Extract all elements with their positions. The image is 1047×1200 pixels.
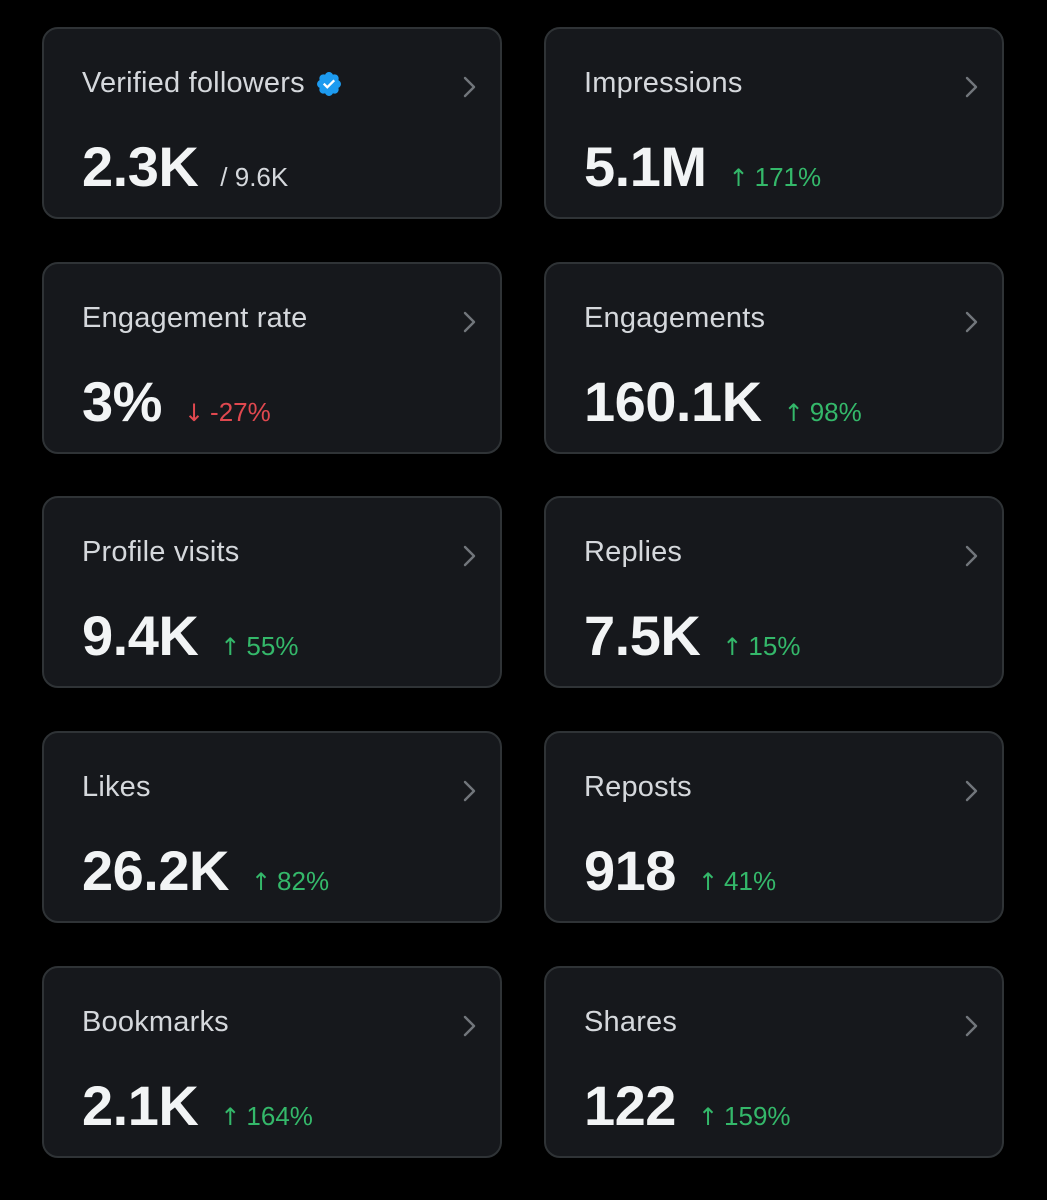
metric-change: ↑ 98% xyxy=(784,397,862,428)
card-engagements[interactable]: Engagements 160.1K ↑ 98% xyxy=(544,262,1004,454)
arrow-up-icon: ↑ xyxy=(697,1103,719,1131)
metric-row: 26.2K ↑ 82% xyxy=(82,838,329,903)
chevron-right-icon xyxy=(965,76,978,98)
chevron-right-icon xyxy=(965,545,978,567)
card-bookmarks[interactable]: Bookmarks 2.1K ↑ 164% xyxy=(42,966,502,1158)
card-likes[interactable]: Likes 26.2K ↑ 82% xyxy=(42,731,502,923)
metric-row: 3% ↓ -27% xyxy=(82,369,271,434)
metric-value: 2.3K xyxy=(82,135,199,198)
chevron-right-icon xyxy=(965,1015,978,1037)
card-title: Verified followers xyxy=(82,67,305,99)
card-title: Profile visits xyxy=(82,536,240,568)
card-title: Reposts xyxy=(584,771,692,803)
metric-row: 2.3K / 9.6K xyxy=(82,134,288,199)
metric-change: ↑ 41% xyxy=(698,866,776,897)
metric-change-value: 82% xyxy=(277,866,330,896)
chevron-right-icon xyxy=(463,1015,476,1037)
metric-change: ↑ 82% xyxy=(251,866,329,897)
metric-change-value: 55% xyxy=(246,631,299,661)
card-title-row: Verified followers xyxy=(82,67,343,100)
card-impressions[interactable]: Impressions 5.1M ↑ 171% xyxy=(544,27,1004,219)
arrow-up-icon: ↑ xyxy=(697,868,719,896)
chevron-right-icon xyxy=(463,545,476,567)
metric-change-value: 164% xyxy=(246,1101,313,1131)
metric-value: 26.2K xyxy=(82,839,229,902)
metric-change-value: 171% xyxy=(754,162,822,192)
metric-row: 122 ↑ 159% xyxy=(584,1073,791,1138)
metric-change: ↑ 15% xyxy=(722,631,800,662)
card-title: Bookmarks xyxy=(82,1006,229,1038)
metric-row: 160.1K ↑ 98% xyxy=(584,369,862,434)
metric-change: ↑ 171% xyxy=(729,162,822,193)
metric-value: 2.1K xyxy=(82,1074,199,1137)
chevron-right-icon xyxy=(463,311,476,333)
metric-value: 3% xyxy=(82,370,162,433)
card-title: Impressions xyxy=(584,67,743,99)
metric-value: 5.1M xyxy=(584,135,707,198)
metric-change-value: 159% xyxy=(724,1101,791,1131)
metric-row: 9.4K ↑ 55% xyxy=(82,603,298,668)
arrow-up-icon: ↑ xyxy=(783,399,804,427)
metric-change-value: -27% xyxy=(210,397,271,427)
metric-change-value: 98% xyxy=(809,397,862,427)
metric-value: 9.4K xyxy=(82,604,199,667)
metric-row: 5.1M ↑ 171% xyxy=(584,134,821,199)
chevron-right-icon xyxy=(965,780,978,802)
metric-value: 160.1K xyxy=(584,370,762,433)
metric-row: 2.1K ↑ 164% xyxy=(82,1073,313,1138)
metric-change: ↑ 164% xyxy=(220,1101,313,1132)
chevron-right-icon xyxy=(463,780,476,802)
metric-row: 7.5K ↑ 15% xyxy=(584,603,800,668)
arrow-up-icon: ↑ xyxy=(722,633,743,661)
card-verified-followers[interactable]: Verified followers 2.3K / 9.6K xyxy=(42,27,502,219)
card-profile-visits[interactable]: Profile visits 9.4K ↑ 55% xyxy=(42,496,502,688)
metric-value: 122 xyxy=(584,1074,676,1137)
card-replies[interactable]: Replies 7.5K ↑ 15% xyxy=(544,496,1004,688)
chevron-right-icon xyxy=(965,311,978,333)
metric-change: ↑ 55% xyxy=(220,631,298,662)
metric-value: 918 xyxy=(584,839,676,902)
metric-total: / 9.6K xyxy=(220,162,289,192)
card-title: Engagements xyxy=(584,302,766,334)
card-title: Engagement rate xyxy=(82,302,308,334)
arrow-up-icon: ↑ xyxy=(728,164,749,192)
metric-change-value: 15% xyxy=(748,631,801,661)
card-title: Shares xyxy=(584,1006,678,1038)
card-engagement-rate[interactable]: Engagement rate 3% ↓ -27% xyxy=(42,262,502,454)
metric-change-value: 41% xyxy=(724,866,777,896)
metric-change: ↑ 159% xyxy=(698,1101,791,1132)
card-title: Replies xyxy=(584,536,683,568)
card-title: Likes xyxy=(82,771,151,803)
metric-row: 918 ↑ 41% xyxy=(584,838,776,903)
metric-change: ↓ -27% xyxy=(184,397,271,428)
verified-badge-icon xyxy=(315,70,343,98)
chevron-right-icon xyxy=(463,76,476,98)
arrow-down-icon: ↓ xyxy=(183,399,205,427)
card-shares[interactable]: Shares 122 ↑ 159% xyxy=(544,966,1004,1158)
arrow-up-icon: ↑ xyxy=(250,868,272,896)
card-reposts[interactable]: Reposts 918 ↑ 41% xyxy=(544,731,1004,923)
metric-value: 7.5K xyxy=(584,604,701,667)
arrow-up-icon: ↑ xyxy=(220,1103,241,1131)
arrow-up-icon: ↑ xyxy=(220,633,241,661)
